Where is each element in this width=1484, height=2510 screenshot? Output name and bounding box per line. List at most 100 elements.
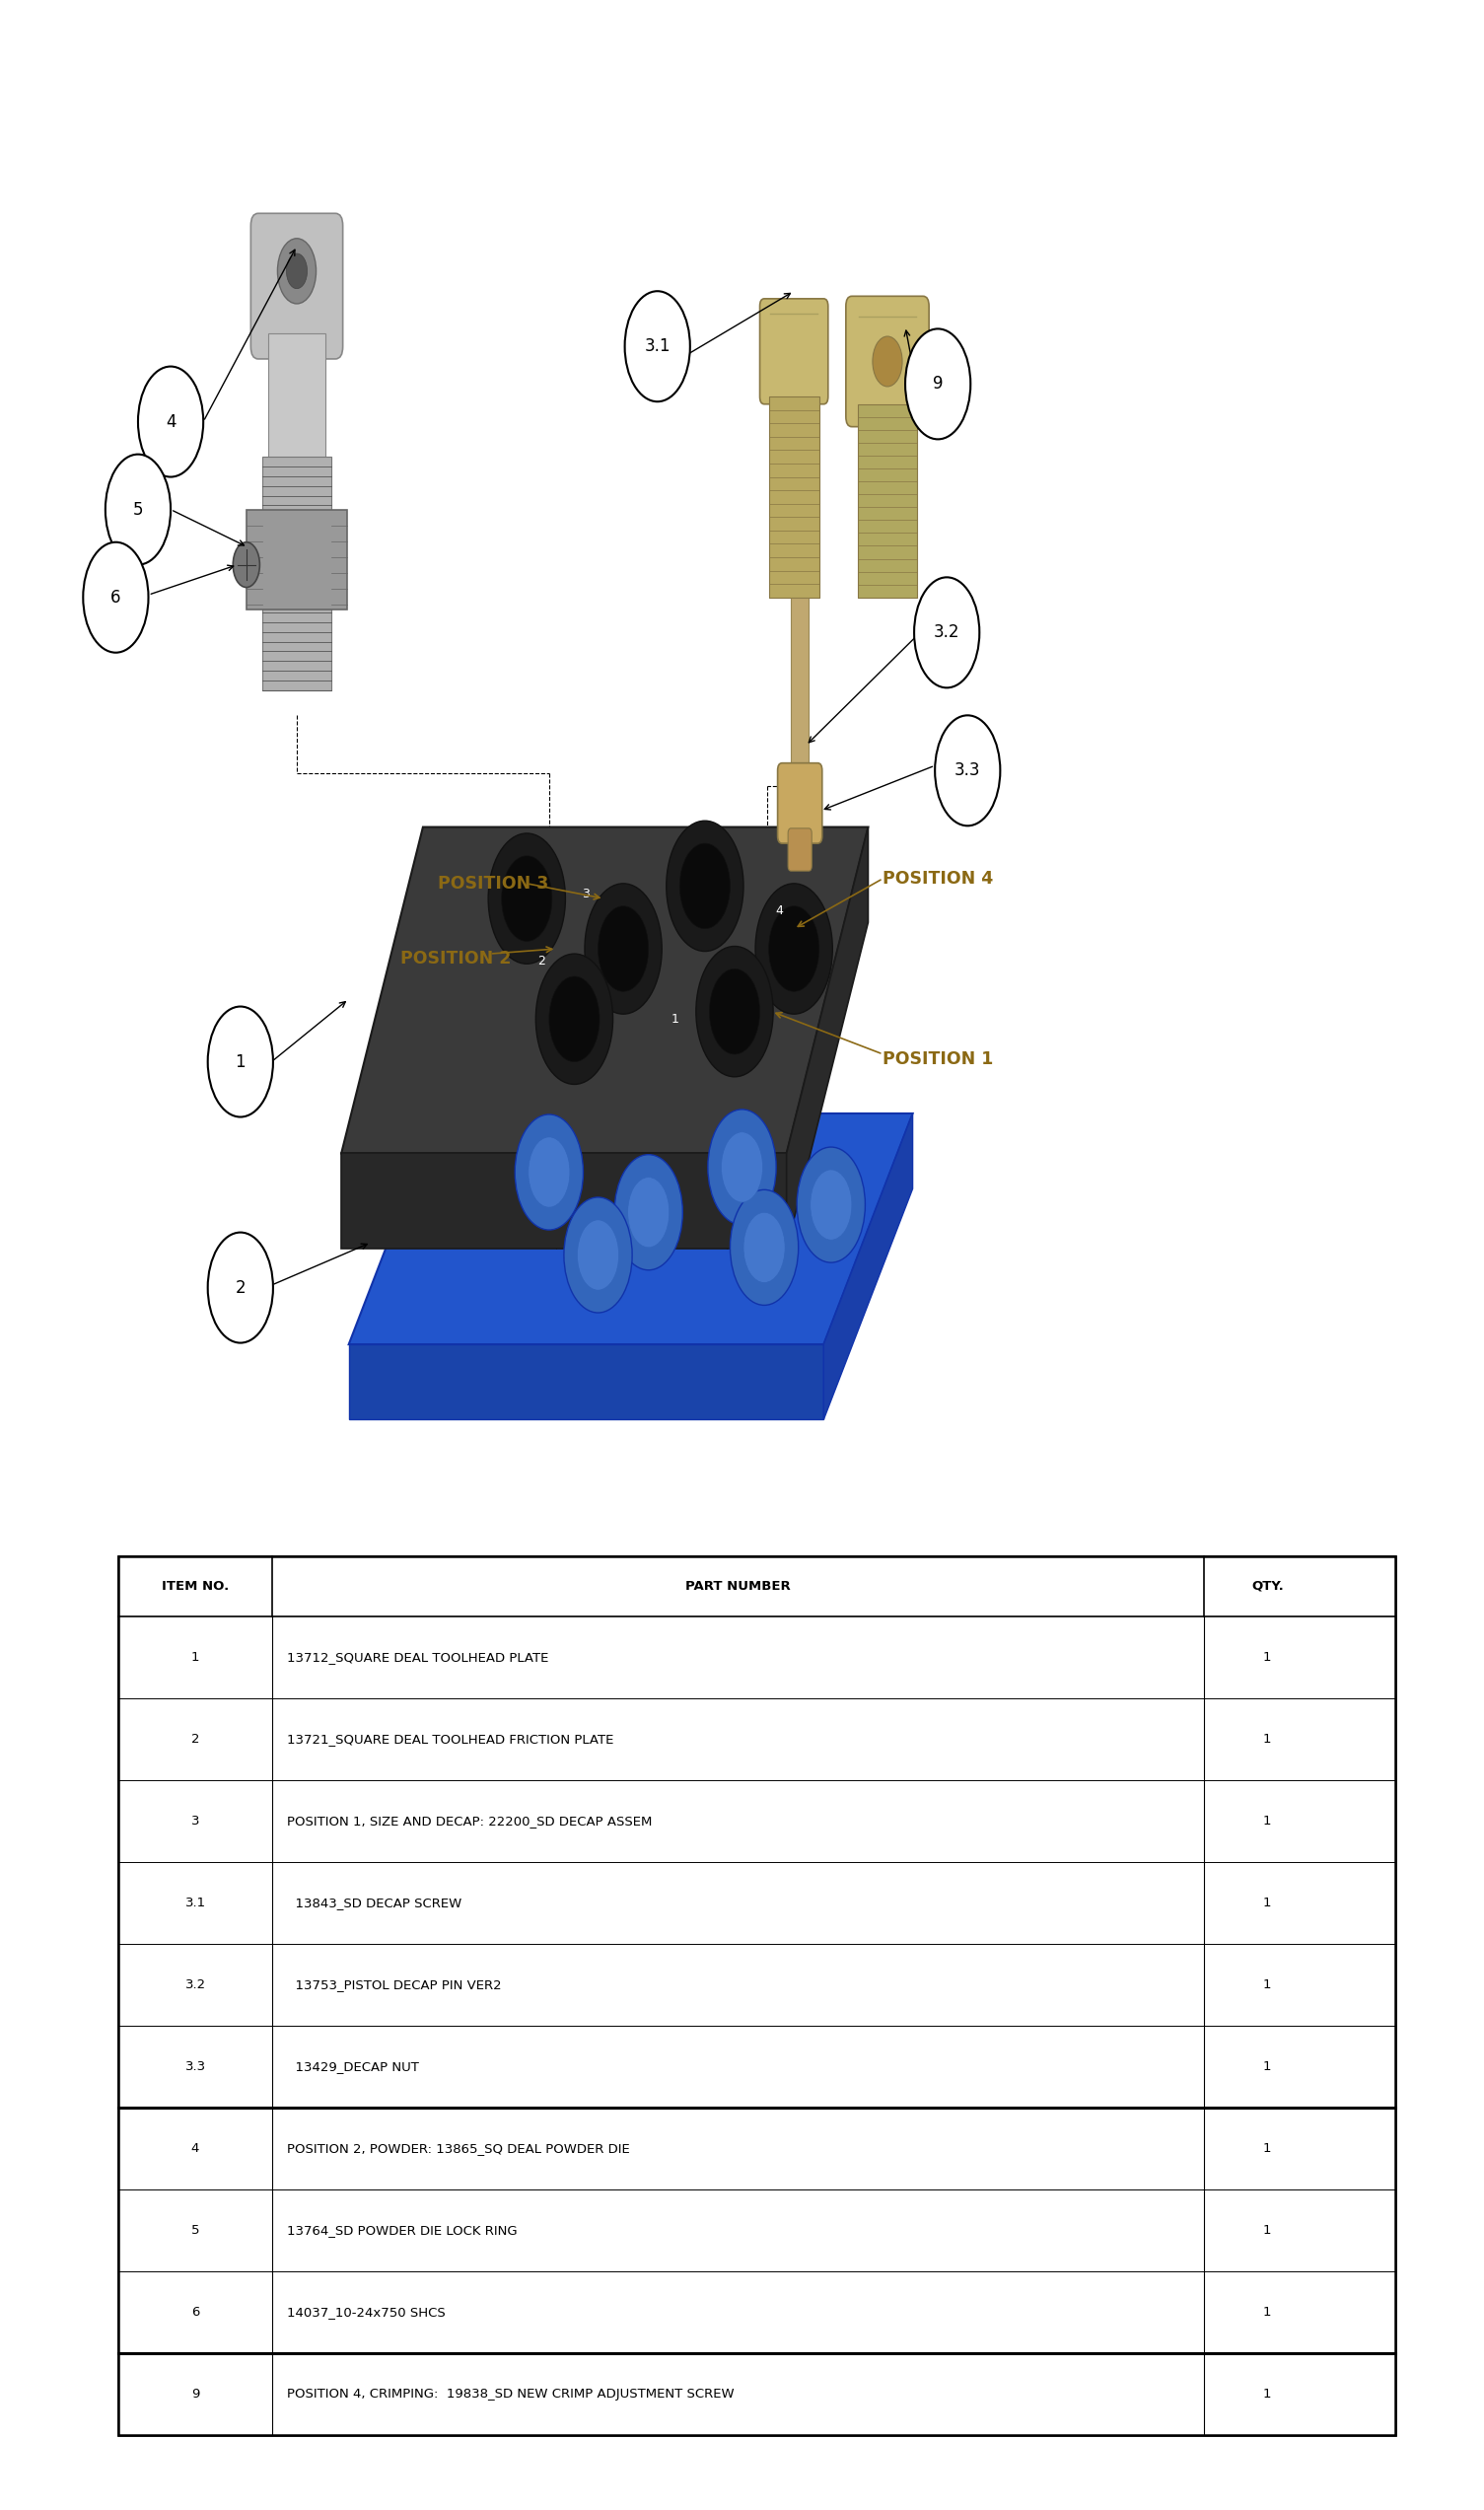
Text: 4: 4: [166, 412, 175, 432]
Text: 13843_SD DECAP SCREW: 13843_SD DECAP SCREW: [286, 1898, 462, 1910]
Circle shape: [769, 906, 819, 991]
Text: 4: 4: [775, 904, 784, 919]
Circle shape: [743, 1212, 785, 1283]
Text: 2: 2: [537, 954, 546, 969]
Text: 5: 5: [191, 2224, 199, 2236]
Text: 1: 1: [191, 1652, 199, 1664]
Circle shape: [502, 856, 552, 941]
Circle shape: [680, 843, 730, 929]
Bar: [119, 1556, 1395, 1616]
Circle shape: [935, 715, 1000, 826]
FancyBboxPatch shape: [788, 828, 812, 871]
Text: 1: 1: [1263, 1732, 1272, 1744]
Bar: [119, 2352, 1395, 2435]
Text: 6: 6: [111, 587, 120, 607]
Text: 1: 1: [1263, 2387, 1272, 2400]
Bar: [858, 404, 917, 597]
Text: 14037_10-24x750 SHCS: 14037_10-24x750 SHCS: [286, 2307, 445, 2319]
Text: 3.1: 3.1: [186, 1898, 206, 1910]
Text: 13753_PISTOL DECAP PIN VER2: 13753_PISTOL DECAP PIN VER2: [286, 1978, 502, 1990]
Circle shape: [585, 884, 662, 1014]
Text: POSITION 4, CRIMPING:  19838_SD NEW CRIMP ADJUSTMENT SCREW: POSITION 4, CRIMPING: 19838_SD NEW CRIMP…: [286, 2387, 735, 2400]
Polygon shape: [824, 1114, 913, 1421]
Circle shape: [721, 1132, 763, 1202]
Circle shape: [873, 336, 902, 387]
Text: 1: 1: [234, 1052, 246, 1072]
Bar: [119, 1699, 1395, 1780]
Bar: [119, 1556, 1395, 2435]
Text: 3.2: 3.2: [933, 622, 960, 643]
Polygon shape: [787, 828, 868, 1250]
Circle shape: [614, 1155, 683, 1270]
FancyBboxPatch shape: [778, 763, 822, 843]
Polygon shape: [341, 1155, 787, 1250]
Text: 13764_SD POWDER DIE LOCK RING: 13764_SD POWDER DIE LOCK RING: [286, 2224, 516, 2236]
Circle shape: [138, 366, 203, 477]
Circle shape: [730, 1190, 798, 1305]
Text: POSITION 3: POSITION 3: [438, 873, 549, 894]
Circle shape: [515, 1114, 583, 1230]
Bar: [119, 2272, 1395, 2352]
Circle shape: [577, 1220, 619, 1290]
Circle shape: [536, 954, 613, 1084]
FancyBboxPatch shape: [251, 213, 343, 359]
Bar: [119, 1616, 1395, 1699]
Bar: [119, 1780, 1395, 1862]
Polygon shape: [349, 1345, 824, 1421]
Text: ITEM NO.: ITEM NO.: [162, 1579, 229, 1594]
Bar: [119, 1862, 1395, 1943]
Circle shape: [549, 976, 600, 1062]
Circle shape: [709, 969, 760, 1054]
Circle shape: [278, 238, 316, 304]
Text: 1: 1: [671, 1012, 680, 1027]
Bar: [263, 457, 331, 690]
Text: 1: 1: [1263, 2224, 1272, 2236]
Text: 1: 1: [1263, 1815, 1272, 1827]
Circle shape: [625, 291, 690, 402]
Circle shape: [488, 833, 565, 964]
Circle shape: [708, 1109, 776, 1225]
Circle shape: [755, 884, 833, 1014]
Circle shape: [105, 454, 171, 565]
Circle shape: [208, 1007, 273, 1117]
Bar: [269, 334, 325, 472]
Text: 13721_SQUARE DEAL TOOLHEAD FRICTION PLATE: 13721_SQUARE DEAL TOOLHEAD FRICTION PLAT…: [286, 1732, 613, 1744]
Text: QTY.: QTY.: [1251, 1579, 1284, 1594]
Circle shape: [598, 906, 649, 991]
Circle shape: [810, 1170, 852, 1240]
Circle shape: [696, 946, 773, 1077]
Circle shape: [564, 1197, 632, 1313]
Text: 1: 1: [1263, 1898, 1272, 1910]
Circle shape: [914, 577, 979, 688]
Circle shape: [628, 1177, 669, 1247]
Text: 3: 3: [582, 886, 591, 901]
Text: 9: 9: [933, 374, 942, 394]
Circle shape: [83, 542, 148, 653]
Bar: [119, 2026, 1395, 2108]
Text: POSITION 1: POSITION 1: [883, 1049, 994, 1069]
Text: 2: 2: [234, 1278, 246, 1298]
Text: 13712_SQUARE DEAL TOOLHEAD PLATE: 13712_SQUARE DEAL TOOLHEAD PLATE: [286, 1652, 549, 1664]
Bar: [119, 2189, 1395, 2272]
Bar: [119, 1556, 1395, 2435]
Text: 3: 3: [191, 1815, 199, 1827]
Text: PART NUMBER: PART NUMBER: [686, 1579, 791, 1594]
FancyBboxPatch shape: [760, 299, 828, 404]
Text: 9: 9: [191, 2387, 199, 2400]
Text: POSITION 2: POSITION 2: [401, 949, 512, 969]
Text: 3.1: 3.1: [644, 336, 671, 356]
Text: POSITION 2, POWDER: 13865_SQ DEAL POWDER DIE: POSITION 2, POWDER: 13865_SQ DEAL POWDER…: [286, 2141, 629, 2154]
Text: 3.3: 3.3: [954, 761, 981, 781]
Polygon shape: [349, 1114, 913, 1345]
Bar: [769, 397, 819, 597]
Text: 2: 2: [191, 1732, 199, 1744]
Text: 1: 1: [1263, 1652, 1272, 1664]
Circle shape: [797, 1147, 865, 1263]
Circle shape: [905, 329, 971, 439]
Text: POSITION 1, SIZE AND DECAP: 22200_SD DECAP ASSEM: POSITION 1, SIZE AND DECAP: 22200_SD DEC…: [286, 1815, 651, 1827]
Text: 3.2: 3.2: [186, 1978, 206, 1990]
Polygon shape: [341, 828, 868, 1155]
FancyBboxPatch shape: [846, 296, 929, 427]
Text: 5: 5: [134, 499, 142, 520]
Text: 13429_DECAP NUT: 13429_DECAP NUT: [286, 2061, 418, 2073]
